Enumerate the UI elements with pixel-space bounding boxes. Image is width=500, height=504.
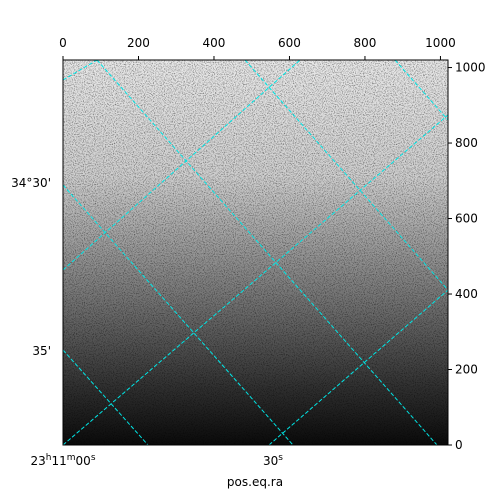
world-x-label: 30s: [263, 453, 283, 468]
world-y-label: 34°30': [11, 176, 51, 190]
x-tick-label: 600: [278, 36, 301, 50]
y-tick-label: 0: [455, 438, 463, 452]
unit: m: [67, 453, 76, 463]
world-x-label: 23h11m00s: [30, 453, 95, 468]
y-tick-label: 800: [455, 136, 478, 150]
y-tick-label: 200: [455, 363, 478, 377]
value: 00: [76, 454, 91, 468]
value: 30: [263, 454, 278, 468]
sky-image: [63, 60, 448, 445]
unit: s: [278, 453, 283, 463]
unit: s: [91, 453, 96, 463]
value: 11: [51, 454, 66, 468]
wcs-grid: [63, 60, 448, 445]
frame: [62, 59, 449, 446]
value: 23: [30, 454, 45, 468]
y-tick-label: 600: [455, 212, 478, 226]
world-y-label: 35': [32, 344, 51, 358]
y-tick-label: 400: [455, 287, 478, 301]
x-tick-label: 1000: [425, 36, 456, 50]
x-tick-label: 800: [354, 36, 377, 50]
x-tick-label: 200: [127, 36, 150, 50]
x-tick-label: 400: [203, 36, 226, 50]
unit: h: [46, 453, 52, 463]
x-axis-label: pos.eq.ra: [227, 475, 283, 489]
x-tick-label: 0: [59, 36, 67, 50]
y-tick-label: 1000: [455, 61, 486, 75]
